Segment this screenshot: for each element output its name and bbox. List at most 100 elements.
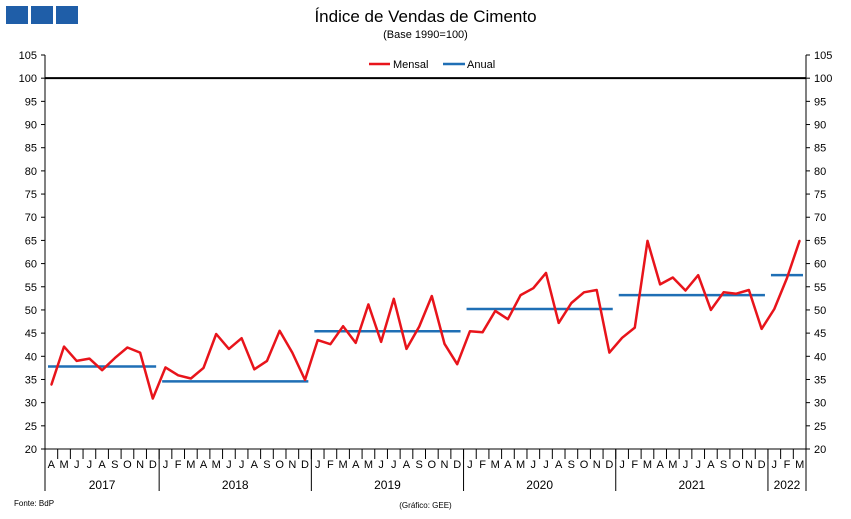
- mensal-point: [266, 360, 268, 362]
- x-month-label: F: [631, 459, 638, 471]
- x-month-label: D: [758, 459, 766, 471]
- x-month-label: O: [275, 459, 284, 471]
- y-tick-label-left: 65: [25, 235, 37, 247]
- x-month-label: J: [543, 459, 549, 471]
- x-month-label: J: [378, 459, 384, 471]
- x-month-label: M: [643, 459, 652, 471]
- y-tick-label-right: 35: [814, 374, 826, 386]
- mensal-point: [646, 240, 649, 242]
- source-note: Fonte: BdP: [14, 499, 55, 508]
- y-tick-label-left: 85: [25, 143, 37, 155]
- x-month-label: D: [453, 459, 461, 471]
- y-tick-label-right: 40: [814, 351, 826, 363]
- mensal-point: [570, 302, 573, 304]
- x-year-label: 2022: [774, 478, 801, 492]
- mensal-point: [431, 295, 433, 297]
- mensal-point: [392, 298, 395, 300]
- logo-block: [31, 6, 53, 24]
- x-month-label: D: [605, 459, 613, 471]
- y-tick-label-left: 70: [25, 212, 37, 224]
- y-tick-label-right: 70: [814, 212, 826, 224]
- mensal-point: [773, 308, 776, 310]
- y-tick-label-right: 60: [814, 259, 826, 271]
- mensal-point: [735, 292, 738, 295]
- mensal-point: [697, 274, 699, 276]
- mensal-point: [456, 363, 459, 365]
- logo-block: [6, 6, 28, 24]
- mensal-point: [316, 339, 319, 341]
- y-tick-label-left: 95: [25, 96, 37, 108]
- mensal-point: [152, 397, 154, 400]
- x-month-label: M: [795, 459, 804, 471]
- x-month-label: S: [720, 459, 727, 471]
- mensal-point: [507, 318, 509, 321]
- x-month-label: J: [467, 459, 473, 471]
- x-month-label: F: [175, 459, 182, 471]
- mensal-point: [481, 331, 484, 333]
- x-month-label: F: [327, 459, 334, 471]
- y-tick-label-left: 105: [19, 50, 37, 62]
- mensal-point: [177, 374, 179, 377]
- y-tick-label-right: 80: [814, 166, 826, 178]
- x-month-label: A: [403, 459, 411, 471]
- plot-marks: [48, 239, 803, 400]
- x-month-label: A: [555, 459, 563, 471]
- mensal-point: [113, 357, 116, 359]
- x-month-label: A: [656, 459, 664, 471]
- x-year-label: 2020: [526, 478, 553, 492]
- x-month-label: A: [707, 459, 715, 471]
- mensal-point: [367, 303, 370, 306]
- x-month-label: J: [619, 459, 625, 471]
- x-month-label: J: [163, 459, 169, 471]
- x-month-label: M: [212, 459, 221, 471]
- x-month-label: M: [491, 459, 500, 471]
- x-month-label: S: [568, 459, 575, 471]
- x-month-label: J: [772, 459, 778, 471]
- y-tick-label-right: 55: [814, 282, 826, 294]
- x-year-label: 2017: [89, 478, 116, 492]
- y-tick-label-left: 25: [25, 421, 37, 433]
- x-year-label: 2018: [222, 478, 249, 492]
- x-month-label: N: [593, 459, 601, 471]
- y-tick-label-left: 100: [19, 73, 37, 85]
- mensal-point: [304, 379, 306, 381]
- mensal-point: [291, 351, 294, 354]
- mensal-point: [786, 277, 788, 279]
- mensal-point: [519, 294, 522, 296]
- x-month-label: A: [251, 459, 259, 471]
- y-tick-label-right: 50: [814, 305, 826, 317]
- y-tick-label-left: 75: [25, 189, 37, 201]
- y-tick-label-right: 105: [814, 50, 832, 62]
- x-month-label: O: [732, 459, 741, 471]
- y-tick-label-right: 75: [814, 189, 826, 201]
- mensal-point: [380, 341, 382, 343]
- x-month-label: D: [301, 459, 309, 471]
- logo-block: [56, 6, 78, 24]
- x-month-label: A: [504, 459, 512, 471]
- x-month-label: N: [136, 459, 144, 471]
- x-month-label: O: [428, 459, 437, 471]
- x-month-label: S: [111, 459, 118, 471]
- mensal-point: [75, 360, 78, 362]
- x-month-label: O: [123, 459, 132, 471]
- x-month-label: A: [200, 459, 208, 471]
- mensal-point: [164, 366, 167, 369]
- mensal-point: [532, 287, 535, 289]
- mensal-point: [228, 348, 230, 350]
- mensal-point: [101, 369, 103, 372]
- mensal-point: [595, 289, 598, 291]
- legend: Mensal Anual: [369, 59, 495, 71]
- x-month-label: J: [683, 459, 689, 471]
- mensal-point: [722, 291, 725, 294]
- mensal-point: [760, 328, 763, 330]
- mensal-point: [139, 351, 141, 354]
- mensal-point: [659, 283, 661, 286]
- mensal-point: [710, 309, 712, 311]
- y-tick-label-right: 100: [814, 73, 832, 85]
- legend-label-anual: Anual: [467, 59, 495, 71]
- x-month-label: J: [391, 459, 397, 471]
- y-tick-label-right: 95: [814, 96, 826, 108]
- y-tick-label-left: 30: [25, 398, 37, 410]
